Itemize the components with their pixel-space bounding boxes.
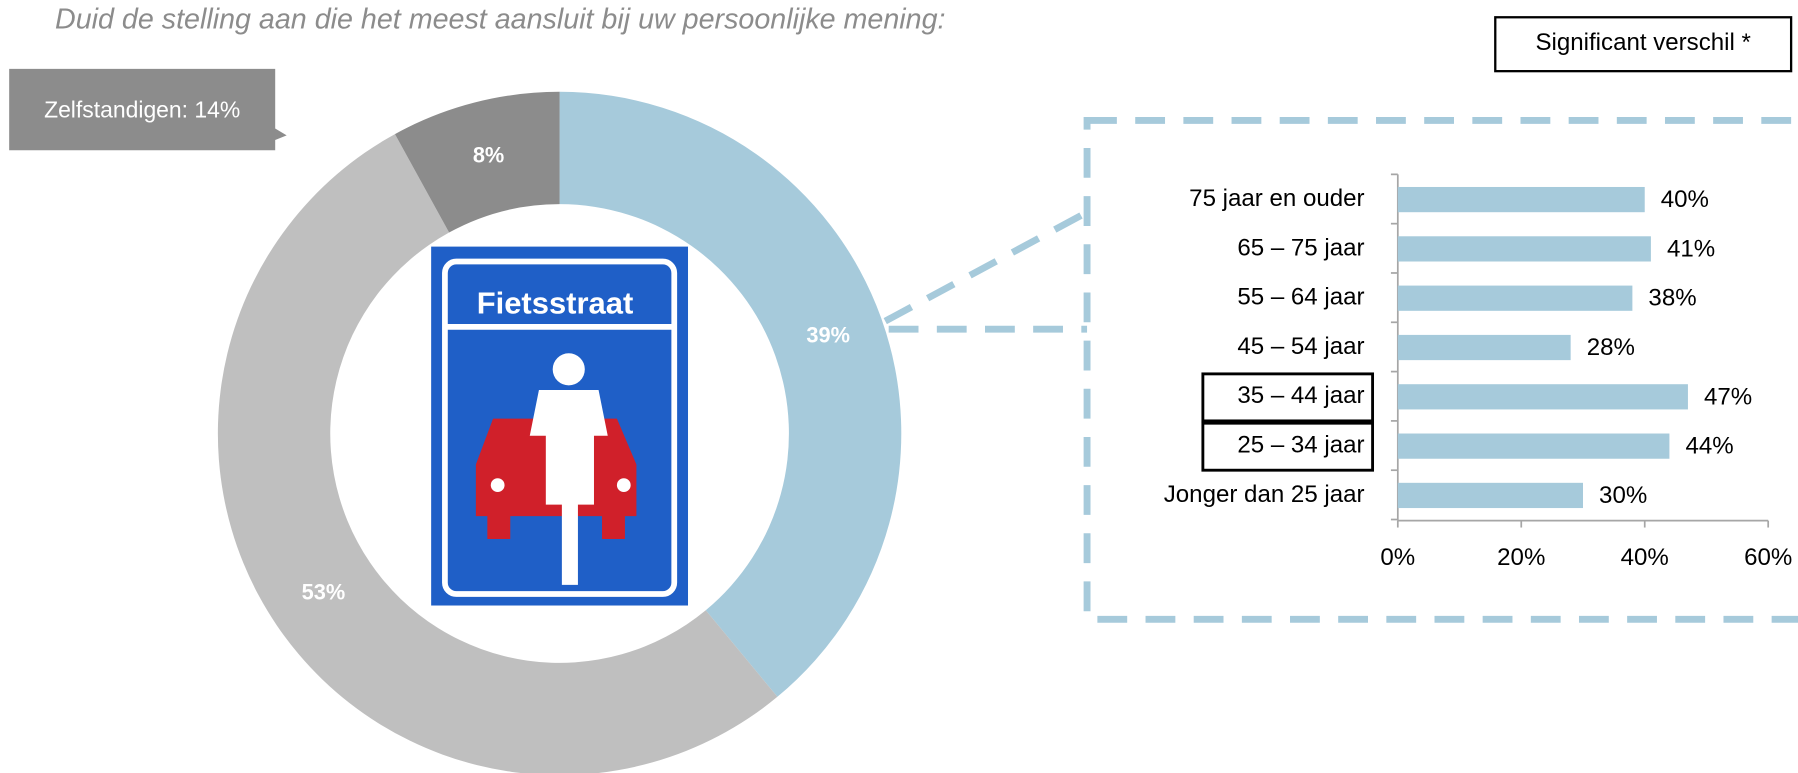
x-tick-label: 0%	[1380, 544, 1415, 571]
legend-box: Significant verschil *	[1494, 16, 1793, 73]
data-label: 47%	[1704, 383, 1752, 410]
data-label: 30%	[1599, 482, 1647, 509]
bar-chart: 0% 20% 40% 60% 75 jaar en ouder 40% 65 – 75 ja…	[1164, 173, 1792, 571]
bar	[1397, 433, 1670, 459]
donut-segment	[559, 91, 902, 697]
bar	[1397, 334, 1571, 361]
bar	[1397, 236, 1651, 262]
zoom-frame	[883, 117, 1798, 623]
legend-frame	[1494, 16, 1793, 73]
highlight-box	[1201, 372, 1375, 423]
callout: Zelfstandigen: 14%	[9, 68, 287, 151]
y-tick-label: 25 – 34 jaar	[1237, 431, 1364, 458]
data-label: 40%	[1661, 186, 1709, 213]
data-label: 53%	[302, 580, 346, 605]
sign-light	[616, 478, 631, 492]
data-label: 44%	[1685, 433, 1733, 460]
data-label: 41%	[1667, 235, 1715, 262]
y-tick-label: 35 – 44 jaar	[1237, 382, 1364, 409]
dashed-frame	[1083, 117, 1798, 623]
callout-text: Zelfstandigen: 14%	[44, 96, 240, 122]
x-tick-label: 40%	[1621, 544, 1669, 571]
legend-text: Significant verschil *	[1535, 29, 1750, 56]
sign-image: Fietsstraat	[431, 246, 689, 606]
connector-line	[883, 209, 1089, 325]
sign-text: Fietsstraat	[477, 285, 634, 320]
data-label: 8%	[473, 143, 504, 168]
bar	[1397, 384, 1688, 410]
sign-light	[490, 478, 505, 492]
bar	[1397, 285, 1633, 311]
y-tick-label: Jonger dan 25 jaar	[1164, 481, 1365, 508]
x-tick-label: 60%	[1744, 544, 1792, 571]
data-label: 38%	[1648, 285, 1696, 312]
sign-border	[442, 258, 678, 597]
callout-box	[9, 68, 287, 151]
x-tick-label: 20%	[1497, 544, 1545, 571]
highlight-box	[1201, 421, 1375, 472]
y-tick-label: 65 – 75 jaar	[1237, 234, 1364, 261]
y-tick-label: 55 – 64 jaar	[1237, 284, 1364, 311]
y-tick-label: 75 jaar en ouder	[1189, 185, 1364, 212]
donut-segment	[217, 134, 778, 773]
sign-cyclist	[529, 389, 608, 585]
sign-head	[552, 353, 585, 386]
data-label: 39%	[806, 323, 850, 348]
bar	[1397, 482, 1583, 509]
question-title: Duid de stelling aan die het meest aansl…	[55, 3, 945, 35]
bar	[1397, 186, 1645, 213]
donut-segment	[394, 91, 560, 233]
data-label: 28%	[1587, 334, 1635, 361]
donut-chart: 39% 53% 8%	[217, 91, 902, 773]
y-tick-label: 45 – 54 jaar	[1237, 333, 1364, 360]
